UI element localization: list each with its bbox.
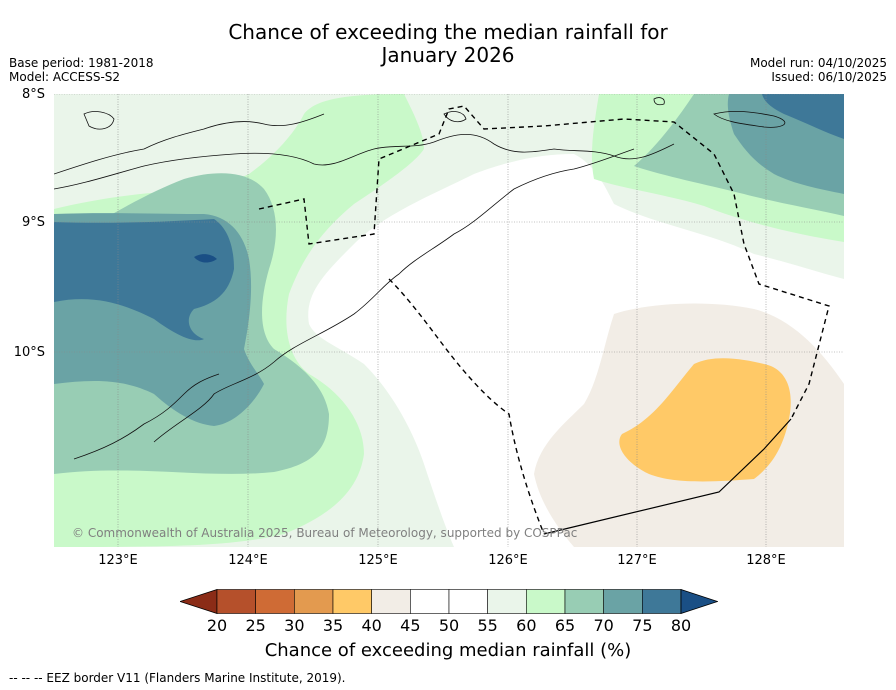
coastlines — [54, 97, 786, 460]
coast-wetar — [54, 113, 325, 175]
lon-label-126e: 126°E — [488, 553, 528, 568]
colorbar-tick-label: 25 — [245, 616, 266, 635]
eez-footnote: -- -- -- EEZ border V11 (Flanders Marine… — [9, 671, 346, 685]
land-border — [543, 418, 792, 535]
colorbar-extend-low — [178, 588, 218, 615]
eez-border — [258, 105, 830, 535]
lat-label-9s: 9°S — [21, 215, 45, 230]
lon-label-128e: 128°E — [746, 553, 786, 568]
contour-80-blob — [194, 254, 217, 263]
contour-75-80-east — [762, 94, 844, 139]
copyright-text: © Commonwealth of Australia 2025, Bureau… — [72, 526, 578, 540]
colorbar-tick-label: 20 — [206, 616, 228, 635]
colorbar — [178, 588, 719, 615]
colorbar-segment — [526, 589, 566, 614]
title-line-2: January 2026 — [381, 43, 515, 67]
colorbar-tick-label: 40 — [361, 616, 382, 635]
colorbar-tick-label: 30 — [284, 616, 305, 635]
meta-right: Model run: 04/10/2025 Issued: 06/10/2025 — [750, 56, 887, 84]
colorbar-extend-high — [680, 588, 719, 615]
lon-label-125e: 125°E — [358, 553, 398, 568]
colorbar-tick-label: 55 — [477, 616, 498, 635]
lat-label-10s: 10°S — [13, 345, 45, 360]
issued-date: Issued: 06/10/2025 — [771, 70, 887, 84]
colorbar-segment — [564, 589, 604, 614]
contour-75-80-west — [54, 219, 234, 341]
colorbar-segment — [487, 589, 527, 614]
colorbar-tick-label: 75 — [632, 616, 653, 635]
contour-35-40 — [619, 358, 791, 482]
colorbar-segment — [642, 589, 682, 614]
colorbar-tick-label: 60 — [516, 616, 537, 635]
colorbar-segment — [332, 589, 372, 614]
coast-island-3 — [653, 97, 665, 106]
colorbar-tick-label: 50 — [438, 616, 460, 635]
lon-label-124e: 124°E — [228, 553, 268, 568]
coast-island-2 — [713, 110, 786, 128]
colorbar-label: Chance of exceeding median rainfall (%) — [264, 640, 632, 661]
colorbar-tick-label: 35 — [322, 616, 344, 635]
coast-west-timor — [73, 373, 220, 460]
coast-timor-main — [153, 148, 635, 443]
colorbar-tick-label: 80 — [670, 616, 692, 635]
colorbar-segment — [410, 589, 450, 614]
model-run: Model run: 04/10/2025 — [749, 56, 887, 70]
map-svg — [54, 94, 844, 547]
colorbar-segment — [255, 589, 295, 614]
colorbar-tick-label: 65 — [554, 616, 576, 635]
lon-label-127e: 127°E — [617, 553, 657, 568]
coast-island-4 — [443, 111, 467, 123]
lon-label-123e: 123°E — [98, 553, 138, 568]
colorbar-segment — [371, 589, 411, 614]
colorbar-segment — [216, 589, 256, 614]
meta-left: Base period: 1981-2018 Model: ACCESS-S2 — [9, 56, 154, 84]
colorbar-tick-label: 70 — [593, 616, 614, 635]
lat-label-8s: 8°S — [21, 87, 45, 102]
model-name: Model: ACCESS-S2 — [9, 70, 121, 84]
colorbar-segment — [294, 589, 334, 614]
colorbar-svg — [178, 588, 719, 615]
coast-island-1 — [83, 111, 115, 130]
map-panel — [54, 94, 844, 547]
coast-timor-north — [54, 133, 675, 190]
colorbar-segment — [448, 589, 488, 614]
colorbar-tick-label: 45 — [400, 616, 421, 635]
colorbar-segment — [603, 589, 643, 614]
title-line-1: Chance of exceeding the median rainfall … — [228, 20, 668, 44]
base-period: Base period: 1981-2018 — [9, 56, 154, 70]
